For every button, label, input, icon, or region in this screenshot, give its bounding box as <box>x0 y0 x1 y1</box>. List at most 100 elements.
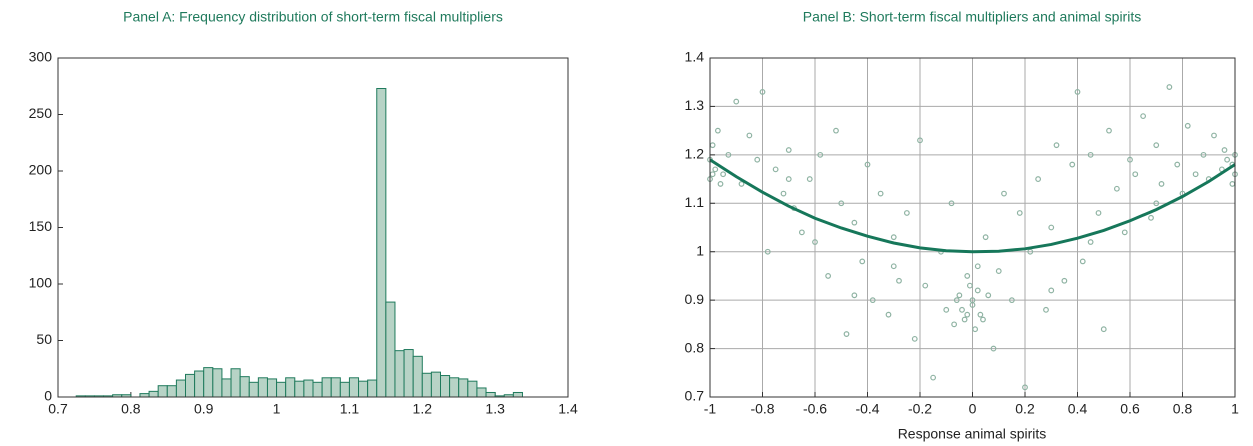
bar <box>339 381 350 398</box>
point <box>1221 147 1228 153</box>
bar <box>467 380 478 398</box>
point <box>1035 176 1042 182</box>
chart-title: Panel A: Frequency distribution of short… <box>123 9 503 25</box>
point <box>1048 287 1055 294</box>
bar <box>175 379 186 398</box>
bar <box>440 375 451 398</box>
x-tick-label: 1.2 <box>413 401 433 417</box>
bar <box>321 377 332 398</box>
point <box>1043 306 1049 313</box>
point <box>1079 258 1086 265</box>
point <box>1001 190 1007 197</box>
point <box>1174 161 1181 168</box>
point <box>1140 113 1147 120</box>
bar <box>294 380 305 398</box>
plot-frame <box>57 57 569 398</box>
point <box>1121 229 1128 236</box>
point <box>922 282 929 289</box>
point <box>890 234 897 241</box>
point <box>1200 151 1207 158</box>
point <box>956 292 963 299</box>
point <box>1229 181 1236 187</box>
bar <box>358 380 369 398</box>
point <box>720 171 727 178</box>
bar <box>157 385 168 398</box>
point <box>780 190 787 197</box>
bar <box>385 301 396 398</box>
x-tick-label: 1 <box>1231 401 1239 417</box>
y-tick-label: 250 <box>29 105 53 121</box>
bar <box>212 368 223 398</box>
y-tick-label: 1 <box>696 242 704 258</box>
y-tick-label: 200 <box>29 162 53 178</box>
y-tick-label: 1.1 <box>685 194 705 210</box>
bar <box>485 391 496 398</box>
bar <box>403 349 414 398</box>
bar <box>312 381 323 398</box>
x-tick-label: 1.3 <box>485 401 505 417</box>
bar <box>330 377 341 398</box>
point <box>903 210 910 216</box>
point <box>712 166 719 173</box>
x-tick-label: 0.7 <box>48 401 68 417</box>
point <box>943 306 950 313</box>
x-tick-label: -0.4 <box>855 401 879 417</box>
bar <box>239 376 250 398</box>
bar <box>348 377 360 398</box>
point <box>772 166 779 173</box>
bar <box>148 390 159 398</box>
point <box>785 147 792 153</box>
point <box>1087 151 1094 158</box>
y-tick-label: 100 <box>29 275 53 291</box>
point <box>764 248 771 255</box>
bar <box>412 355 423 398</box>
point <box>1224 156 1231 163</box>
bar <box>185 373 196 398</box>
point <box>1158 181 1165 187</box>
point <box>709 142 716 149</box>
y-tick-label: 1.2 <box>685 146 705 162</box>
point <box>953 297 960 304</box>
point <box>869 297 876 304</box>
x-tick-label: 1.1 <box>340 401 360 417</box>
point <box>864 161 871 168</box>
point <box>1153 200 1160 207</box>
x-tick-label: -0.6 <box>803 401 827 417</box>
point <box>972 326 979 333</box>
y-tick-label: 1.4 <box>685 49 705 65</box>
bar <box>194 370 205 398</box>
point <box>709 171 716 178</box>
point <box>725 151 732 158</box>
point <box>977 311 984 318</box>
point <box>1192 171 1199 178</box>
point <box>896 277 902 284</box>
point <box>1184 122 1191 129</box>
point <box>746 132 753 139</box>
point <box>1053 142 1060 149</box>
bar <box>266 378 278 398</box>
point <box>1153 142 1160 149</box>
point <box>1022 384 1028 391</box>
point <box>1016 210 1023 216</box>
point <box>733 98 740 105</box>
point <box>966 282 973 289</box>
y-tick-label: 0.8 <box>685 339 705 355</box>
bar <box>221 378 232 398</box>
point <box>951 321 958 328</box>
point <box>738 181 745 187</box>
x-tick-label: 0.4 <box>1068 401 1088 417</box>
bar <box>430 371 441 398</box>
point <box>980 316 986 323</box>
chart-title: Panel B: Short-term fiscal multipliers a… <box>803 9 1141 25</box>
bar <box>303 379 314 398</box>
point <box>990 345 997 352</box>
x-tick-label: 1.4 <box>558 401 578 417</box>
x-tick-label: 0.2 <box>1015 401 1035 417</box>
point <box>982 234 989 241</box>
point <box>890 263 897 270</box>
x-tick-label: -0.8 <box>750 401 774 417</box>
x-tick-label: 0.8 <box>1173 401 1193 417</box>
point <box>948 200 955 207</box>
point <box>964 311 971 318</box>
bar <box>166 385 177 398</box>
